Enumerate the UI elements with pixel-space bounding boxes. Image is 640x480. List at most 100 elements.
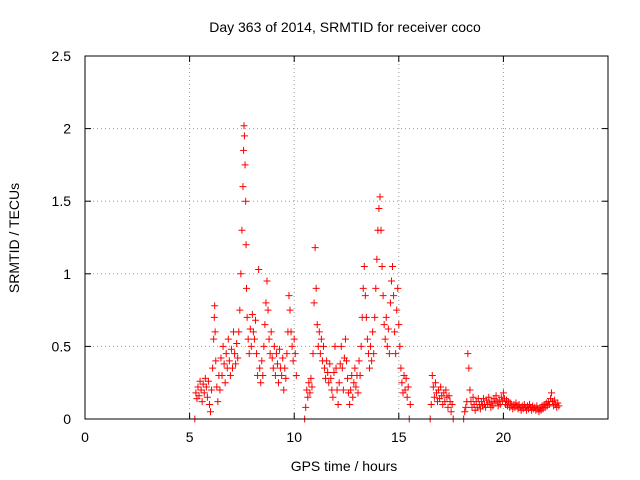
data-point (311, 244, 319, 252)
data-point (332, 364, 340, 372)
data-point (219, 342, 227, 350)
data-point (265, 335, 273, 343)
data-point (310, 299, 318, 307)
data-point (291, 350, 299, 358)
data-point (393, 306, 401, 314)
data-point (317, 335, 325, 343)
chart-title: Day 363 of 2014, SRMTID for receiver coc… (209, 19, 481, 35)
data-point (360, 263, 368, 271)
data-point (326, 360, 334, 368)
x-tick-label: 20 (496, 429, 512, 445)
data-point (492, 392, 500, 400)
data-point (242, 241, 250, 249)
data-point (212, 357, 220, 365)
data-point (221, 379, 229, 387)
data-point (275, 379, 283, 387)
data-point (242, 197, 250, 205)
data-point (309, 350, 317, 358)
data-point (303, 386, 311, 394)
data-point (211, 328, 219, 336)
data-point (197, 386, 205, 394)
data-point (499, 389, 507, 397)
data-point (469, 393, 477, 401)
data-point (354, 389, 362, 397)
data-point (384, 325, 392, 333)
data-point (444, 403, 452, 411)
data-point (243, 313, 251, 321)
data-point (222, 350, 230, 358)
data-point (286, 306, 294, 314)
data-point (350, 379, 358, 387)
data-point (195, 392, 203, 400)
points-layer (191, 122, 563, 423)
data-point (404, 383, 412, 391)
data-point (278, 371, 286, 379)
data-point (395, 321, 403, 329)
grid-layer (85, 56, 608, 419)
data-point (279, 354, 287, 362)
data-point (308, 383, 316, 391)
data-point (352, 383, 360, 391)
data-point (394, 284, 402, 292)
data-point (210, 335, 218, 343)
data-point (347, 386, 355, 394)
data-point (267, 328, 275, 336)
data-point (258, 357, 266, 365)
data-point (287, 328, 295, 336)
data-point (204, 377, 212, 385)
data-point (237, 270, 245, 278)
data-point (551, 396, 559, 404)
data-point (232, 360, 240, 368)
data-point (251, 316, 259, 324)
data-point (554, 399, 562, 407)
data-point (266, 350, 274, 358)
data-point (209, 364, 217, 372)
ticks-layer (84, 55, 608, 420)
data-point (329, 393, 337, 401)
data-point (373, 255, 381, 263)
x-tick-label: 0 (81, 429, 89, 445)
data-point (390, 292, 398, 300)
data-point (238, 226, 246, 234)
data-point (306, 389, 314, 397)
data-point (430, 393, 438, 401)
data-point (462, 403, 470, 411)
data-point (259, 371, 267, 379)
data-point (316, 350, 324, 358)
data-point (292, 371, 300, 379)
data-point (464, 350, 472, 358)
data-point (380, 321, 388, 329)
data-point (268, 354, 276, 362)
data-point (247, 342, 255, 350)
data-point (225, 357, 233, 365)
data-point (280, 386, 288, 394)
data-point (442, 386, 450, 394)
data-point (398, 379, 406, 387)
data-point (269, 364, 277, 372)
data-point (256, 364, 264, 372)
data-point (288, 342, 296, 350)
data-point (362, 313, 370, 321)
y-axis-label: SRMTID / TECUs (6, 183, 22, 293)
data-point (371, 313, 379, 321)
data-point (203, 393, 211, 401)
data-point (372, 284, 380, 292)
data-point (302, 403, 310, 411)
data-point (305, 379, 313, 387)
x-tick-label: 10 (286, 429, 302, 445)
data-point (199, 380, 207, 388)
data-point (526, 400, 534, 408)
data-point (366, 364, 374, 372)
data-point (201, 374, 209, 382)
data-point (235, 328, 243, 336)
data-point (243, 284, 251, 292)
data-point (377, 226, 385, 234)
data-point (466, 386, 474, 394)
data-point (429, 383, 437, 391)
data-point (465, 364, 473, 372)
data-point (497, 393, 505, 401)
data-point (447, 408, 455, 416)
data-point (319, 342, 327, 350)
data-point (331, 342, 339, 350)
